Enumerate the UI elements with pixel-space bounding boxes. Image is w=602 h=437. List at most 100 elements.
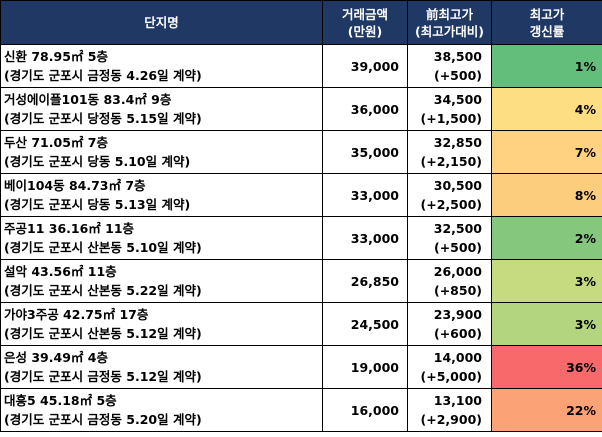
table-row: 가야3주공 42.75㎡ 17층 (경기도 군포시 산본동 5.12일 계약) … [0, 302, 602, 346]
update-rate: 3% [574, 273, 596, 289]
update-rate-cell: 4% [491, 87, 602, 131]
complex-location: (경기도 군포시 산본동 5.10일 계약) [4, 240, 202, 255]
deal-amount-cell: 33,000 [322, 216, 408, 260]
deal-amount: 19,000 [350, 359, 399, 375]
prev-high-price: 30,500 [433, 178, 482, 193]
deal-amount-cell: 36,000 [322, 87, 408, 131]
prev-high-cell: 23,900 (+600) [407, 302, 492, 346]
complex-name-cell: 은성 39.49㎡ 4층 (경기도 군포시 금정동 5.12일 계약) [0, 345, 323, 389]
complex-name-cell: 신환 78.95㎡ 5층 (경기도 군포시 금정동 4.26일 계약) [0, 44, 323, 88]
prev-high-price: 32,500 [433, 221, 482, 236]
complex-location: (경기도 군포시 당동 5.13일 계약) [4, 197, 191, 212]
complex-location: (경기도 군포시 당정동 5.15일 계약) [4, 111, 202, 126]
table-row: 주공11 36.16㎡ 11층 (경기도 군포시 산본동 5.10일 계약) 3… [0, 216, 602, 260]
prev-high-cell: 38,500 (+500) [407, 44, 492, 88]
complex-name-cell: 설악 43.56㎡ 11층 (경기도 군포시 산본동 5.22일 계약) [0, 259, 323, 303]
update-rate-cell: 36% [491, 345, 602, 389]
complex-name-cell: 베이104동 84.73㎡ 7층 (경기도 군포시 당동 5.13일 계약) [0, 173, 323, 217]
header-row: 단지명 거래금액 (만원) 前최고가 (최고가대비) 최고가 갱신률 [0, 0, 602, 45]
update-rate: 2% [574, 230, 596, 246]
complex-location: (경기도 군포시 당동 5.10일 계약) [4, 154, 191, 169]
complex-name-cell: 거성에이플101동 83.4㎡ 9층 (경기도 군포시 당정동 5.15일 계약… [0, 87, 323, 131]
complex-name: 대흥5 45.18㎡ 5층 [4, 393, 117, 408]
complex-name: 베이104동 84.73㎡ 7층 [4, 178, 146, 193]
deal-amount-cell: 24,500 [322, 302, 408, 346]
prev-high-cell: 14,000 (+5,000) [407, 345, 492, 389]
prev-high-price: 26,000 [433, 264, 482, 279]
update-rate: 4% [574, 101, 596, 117]
update-rate: 7% [574, 144, 596, 160]
deal-amount-cell: 16,000 [322, 388, 408, 432]
update-rate: 8% [574, 187, 596, 203]
deal-amount-cell: 26,850 [322, 259, 408, 303]
complex-name: 거성에이플101동 83.4㎡ 9층 [4, 92, 172, 107]
complex-name: 은성 39.49㎡ 4층 [4, 350, 108, 365]
table-row: 대흥5 45.18㎡ 5층 (경기도 군포시 금정동 5.20일 계약) 16,… [0, 388, 602, 432]
update-rate-cell: 22% [491, 388, 602, 432]
prev-high-price: 23,900 [433, 307, 482, 322]
deal-amount: 16,000 [350, 402, 399, 418]
complex-location: (경기도 군포시 금정동 4.26일 계약) [4, 68, 202, 83]
update-rate-cell: 2% [491, 216, 602, 260]
prev-high-price: 34,500 [433, 92, 482, 107]
complex-location: (경기도 군포시 금정동 5.20일 계약) [4, 412, 202, 427]
table-row: 은성 39.49㎡ 4층 (경기도 군포시 금정동 5.12일 계약) 19,0… [0, 345, 602, 389]
update-rate-cell: 7% [491, 130, 602, 174]
complex-name: 가야3주공 42.75㎡ 17층 [4, 307, 149, 322]
prev-high-price: 32,850 [433, 135, 482, 150]
update-rate-cell: 3% [491, 302, 602, 346]
deal-amount-cell: 19,000 [322, 345, 408, 389]
prev-high-cell: 13,100 (+2,900) [407, 388, 492, 432]
deal-amount: 26,850 [350, 273, 399, 289]
header-name-label: 단지명 [144, 15, 179, 30]
complex-name-cell: 두산 71.05㎡ 7층 (경기도 군포시 당동 5.10일 계약) [0, 130, 323, 174]
header-prev-high: 前최고가 (최고가대비) [407, 0, 492, 45]
complex-name: 설악 43.56㎡ 11층 [4, 264, 117, 279]
update-rate-cell: 1% [491, 44, 602, 88]
complex-name: 두산 71.05㎡ 7층 [4, 135, 108, 150]
update-rate: 22% [566, 402, 596, 418]
update-rate: 36% [566, 359, 596, 375]
prev-high-cell: 26,000 (+850) [407, 259, 492, 303]
price-difference: (+2,900) [420, 412, 482, 427]
header-rate-line2: 갱신률 [529, 23, 565, 39]
deal-amount: 33,000 [350, 230, 399, 246]
price-difference: (+500) [434, 68, 482, 83]
table-row: 두산 71.05㎡ 7층 (경기도 군포시 당동 5.10일 계약) 35,00… [0, 130, 602, 174]
complex-name-cell: 가야3주공 42.75㎡ 17층 (경기도 군포시 산본동 5.12일 계약) [0, 302, 323, 346]
complex-name: 주공11 36.16㎡ 11층 [4, 221, 135, 236]
price-difference: (+600) [434, 326, 482, 341]
header-prev-line1: 前최고가 [425, 6, 473, 22]
header-name: 단지명 [0, 0, 323, 45]
header-rate-line1: 최고가 [529, 6, 565, 22]
deal-amount-cell: 39,000 [322, 44, 408, 88]
header-rate: 최고가 갱신률 [491, 0, 602, 45]
prev-high-cell: 32,850 (+2,150) [407, 130, 492, 174]
prev-high-cell: 34,500 (+1,500) [407, 87, 492, 131]
deal-amount: 24,500 [350, 316, 399, 332]
header-amount-line1: 거래금액 [341, 6, 388, 22]
prev-high-price: 38,500 [433, 49, 482, 64]
table-row: 신환 78.95㎡ 5층 (경기도 군포시 금정동 4.26일 계약) 39,0… [0, 44, 602, 88]
price-difference: (+5,000) [420, 369, 482, 384]
complex-name-cell: 주공11 36.16㎡ 11층 (경기도 군포시 산본동 5.10일 계약) [0, 216, 323, 260]
complex-location: (경기도 군포시 산본동 5.22일 계약) [4, 283, 202, 298]
price-difference: (+1,500) [420, 111, 482, 126]
deal-amount: 36,000 [350, 101, 399, 117]
header-prev-line2: (최고가대비) [415, 23, 484, 39]
complex-location: (경기도 군포시 금정동 5.12일 계약) [4, 369, 202, 384]
deal-amount-cell: 33,000 [322, 173, 408, 217]
table-row: 베이104동 84.73㎡ 7층 (경기도 군포시 당동 5.13일 계약) 3… [0, 173, 602, 217]
header-amount: 거래금액 (만원) [322, 0, 408, 45]
prev-high-cell: 32,500 (+500) [407, 216, 492, 260]
update-rate-cell: 8% [491, 173, 602, 217]
update-rate: 3% [574, 316, 596, 332]
update-rate-cell: 3% [491, 259, 602, 303]
price-difference: (+2,150) [420, 154, 482, 169]
prev-high-cell: 30,500 (+2,500) [407, 173, 492, 217]
price-difference: (+850) [434, 283, 482, 298]
prev-high-price: 13,100 [433, 393, 482, 408]
deal-amount: 35,000 [350, 144, 399, 160]
complex-name: 신환 78.95㎡ 5층 [4, 49, 108, 64]
